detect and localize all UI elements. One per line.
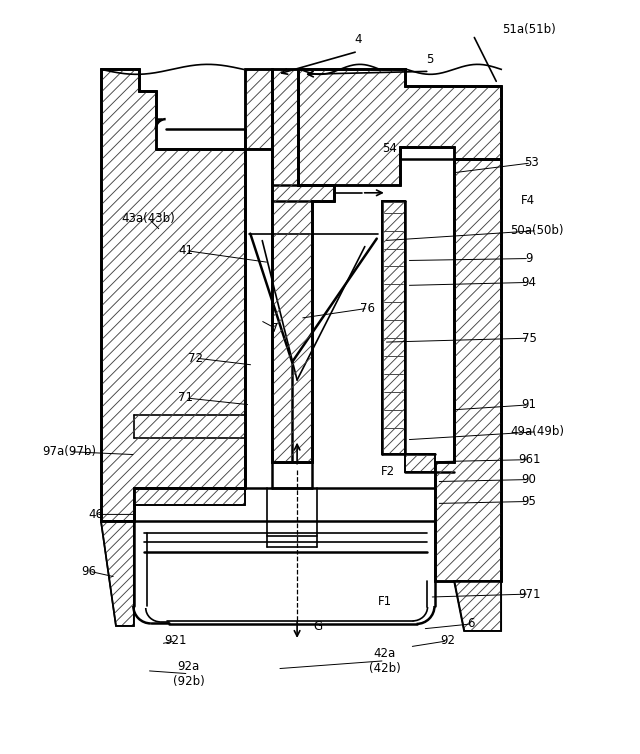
Text: 71: 71 (178, 391, 193, 404)
Polygon shape (101, 521, 134, 626)
Polygon shape (272, 69, 334, 461)
Text: 54: 54 (382, 143, 397, 155)
Text: 5: 5 (426, 53, 433, 66)
Text: 921: 921 (164, 634, 187, 648)
Polygon shape (381, 201, 404, 454)
Polygon shape (435, 159, 501, 581)
Text: G: G (314, 621, 323, 633)
Text: 94: 94 (522, 276, 536, 289)
Text: 97a(97b): 97a(97b) (42, 445, 96, 458)
Text: 91: 91 (522, 398, 536, 412)
Text: 53: 53 (524, 156, 538, 170)
Text: F1: F1 (378, 594, 392, 608)
Text: 92a
(92b): 92a (92b) (173, 660, 204, 688)
Text: 92: 92 (440, 634, 455, 648)
Text: F2: F2 (381, 465, 395, 478)
Text: 96: 96 (81, 565, 97, 578)
Text: 7: 7 (271, 322, 279, 335)
Text: 9: 9 (525, 252, 533, 265)
Text: 75: 75 (522, 332, 536, 345)
Text: 46: 46 (88, 508, 104, 521)
Text: 971: 971 (518, 587, 540, 600)
Polygon shape (298, 69, 501, 185)
Polygon shape (134, 488, 245, 505)
Text: 49a(49b): 49a(49b) (510, 425, 564, 438)
Polygon shape (404, 454, 435, 471)
Text: 90: 90 (522, 473, 536, 486)
Text: 50a(50b): 50a(50b) (510, 224, 564, 238)
Text: 42a
(42b): 42a (42b) (369, 647, 401, 675)
Text: 43a(43b): 43a(43b) (122, 212, 175, 225)
Text: 6: 6 (468, 618, 475, 630)
Text: 51a(51b): 51a(51b) (502, 23, 556, 36)
Text: 961: 961 (518, 453, 540, 466)
Polygon shape (454, 581, 501, 631)
Polygon shape (101, 69, 245, 521)
Polygon shape (245, 69, 272, 149)
Text: 41: 41 (178, 244, 193, 257)
Text: 76: 76 (360, 302, 375, 315)
Text: 4: 4 (354, 33, 362, 46)
Text: 95: 95 (522, 495, 536, 508)
Text: 72: 72 (188, 351, 203, 365)
Text: F4: F4 (521, 195, 535, 207)
